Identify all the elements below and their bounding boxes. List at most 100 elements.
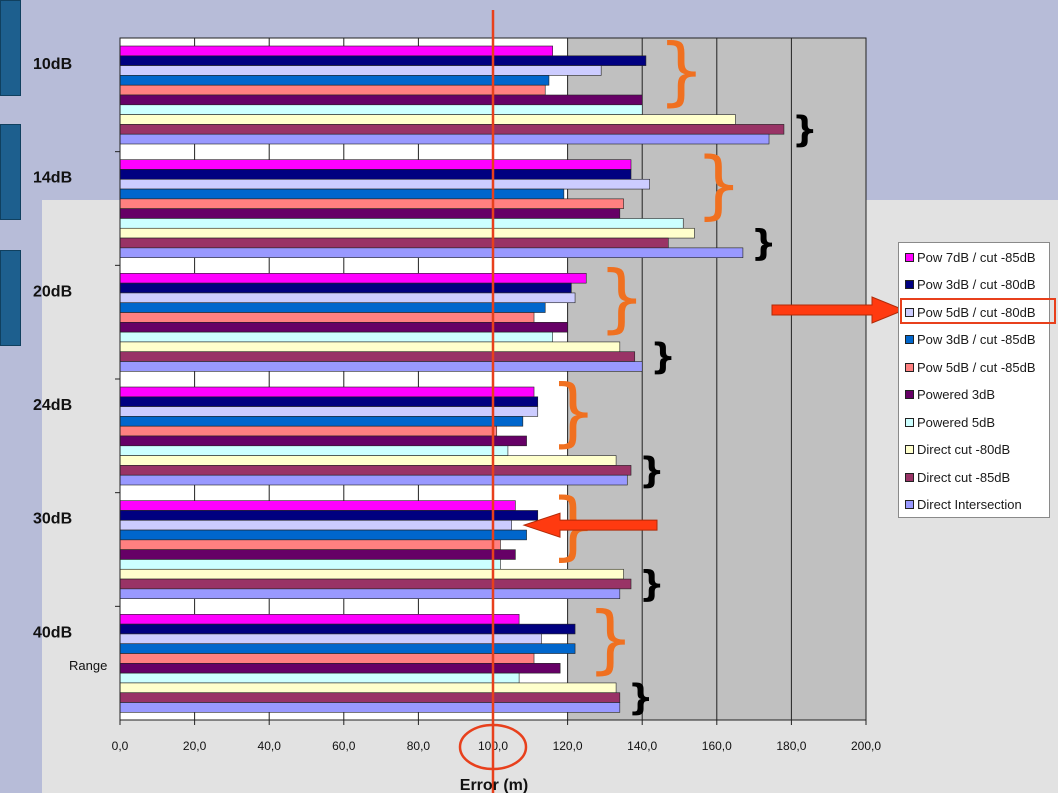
black-brace: } — [639, 450, 665, 491]
slide-tab-1 — [0, 0, 21, 96]
orange-brace: } — [587, 597, 634, 683]
legend-swatch — [905, 445, 914, 454]
bar-pow-3db-cut-80db-24dB — [119, 396, 539, 407]
legend-label: Direct Intersection — [917, 497, 1022, 512]
black-brace: } — [628, 678, 654, 719]
orange-brace: } — [550, 369, 597, 455]
bar-direct-intersection-30dB — [119, 588, 621, 599]
legend-swatch — [905, 362, 914, 372]
bar-pow-3db-cut-85db-10dB — [119, 75, 550, 86]
legend-item: Powered 3dB — [905, 386, 995, 404]
category-label: 14dB — [33, 170, 72, 187]
legend-item: Powered 5dB — [905, 413, 995, 431]
legend-label: Pow 3dB / cut -80dB — [917, 277, 1036, 292]
bar-direct-cut-85db-30dB — [119, 578, 632, 590]
orange-brace: } — [598, 256, 645, 342]
bar-powered-5db-14dB — [119, 218, 684, 229]
bar-pow-3db-cut-80db-30dB — [119, 510, 539, 521]
bar-pow-3db-cut-85db-14dB — [119, 188, 565, 200]
bar-pow-3db-cut-85db-20dB — [119, 302, 546, 313]
bar-direct-cut-85db-20dB — [119, 351, 636, 362]
bar-direct-cut-85db-40dB — [119, 692, 621, 703]
bar-direct-cut-85db-24dB — [119, 465, 632, 476]
legend-label: Direct cut -80dB — [917, 442, 1011, 457]
bar-powered-3db-20dB — [119, 322, 568, 333]
category-label: 20dB — [33, 283, 72, 300]
bar-pow-5db-cut-80db-24dB — [119, 406, 539, 417]
black-brace: } — [751, 223, 777, 264]
bar-direct-cut-80db-30dB — [119, 568, 624, 580]
bar-powered-3db-14dB — [119, 208, 621, 219]
tick-highlight-circle — [458, 723, 528, 771]
bar-powered-5db-20dB — [119, 331, 553, 343]
bar-direct-cut-80db-40dB — [119, 682, 617, 694]
orange-brace: } — [695, 142, 742, 228]
legend-swatch — [905, 307, 914, 317]
legend-item: Pow 3dB / cut -80dB — [905, 276, 1036, 294]
bar-powered-3db-30dB — [119, 549, 516, 560]
y-axis-label: Range — [69, 658, 107, 673]
legend-swatch — [905, 335, 914, 344]
bar-direct-intersection-14dB — [119, 247, 744, 258]
bar-pow-5db-cut-80db-40dB — [119, 633, 542, 645]
legend-item: Pow 3dB / cut -85dB — [905, 331, 1036, 349]
x-tick-label: 140,0 — [627, 739, 657, 753]
x-tick-label: 20,0 — [183, 739, 207, 753]
legend-label: Pow 5dB / cut -80dB — [917, 304, 1036, 320]
bar-pow-3db-cut-80db-10dB — [119, 55, 647, 66]
bar-pow-5db-cut-85db-30dB — [119, 539, 501, 550]
annotations: }}}}}}}}}}}} — [458, 10, 906, 793]
category-label: 40dB — [33, 624, 72, 641]
bar-direct-cut-80db-24dB — [119, 455, 617, 466]
bar-pow-3db-cut-80db-40dB — [119, 623, 576, 635]
legend-label: Powered 3dB — [917, 387, 996, 402]
legend-item: Direct Intersection — [905, 496, 1022, 514]
x-tick-label: 180,0 — [776, 739, 806, 753]
bars — [119, 45, 785, 713]
legend-label: Direct cut -85dB — [917, 469, 1011, 485]
bar-powered-5db-40dB — [119, 672, 520, 684]
bar-powered-5db-24dB — [119, 445, 509, 456]
bar-direct-cut-85db-10dB — [119, 124, 785, 135]
bar-direct-cut-80db-14dB — [119, 227, 695, 239]
legend-item: Direct cut -85dB — [905, 468, 1010, 486]
x-tick-label: 40,0 — [258, 739, 282, 753]
category-label: 30dB — [33, 511, 72, 528]
bar-pow-5db-cut-85db-40dB — [119, 653, 535, 664]
bar-powered-5db-10dB — [119, 104, 643, 115]
bar-powered-3db-24dB — [119, 435, 527, 447]
x-axis-label: Error (m) — [460, 777, 528, 793]
bar-pow-5db-cut-80db-30dB — [119, 519, 512, 531]
bar-pow-5db-cut-85db-20dB — [119, 312, 535, 323]
bar-pow-7db-cut-85db-14dB — [119, 159, 632, 170]
x-tick-label: 200,0 — [851, 739, 881, 753]
legend-label: Pow 5dB / cut -85dB — [917, 359, 1036, 375]
slide-tab-2 — [0, 124, 21, 220]
bar-direct-cut-85db-14dB — [119, 237, 669, 249]
bar-pow-7db-cut-85db-10dB — [119, 45, 553, 57]
legend: Pow 7dB / cut -85dB Pow 3dB / cut -80dB Po… — [898, 242, 1050, 518]
bar-powered-5db-30dB — [119, 559, 501, 570]
bar-direct-intersection-40dB — [119, 702, 621, 713]
bar-powered-3db-10dB — [119, 94, 643, 106]
bar-pow-3db-cut-85db-30dB — [119, 529, 527, 541]
bar-pow-7db-cut-85db-30dB — [119, 500, 516, 511]
bar-pow-7db-cut-85db-20dB — [119, 273, 587, 284]
legend-swatch — [905, 472, 914, 482]
bar-pow-3db-cut-85db-40dB — [119, 643, 576, 654]
legend-swatch — [905, 500, 914, 509]
legend-swatch — [905, 417, 914, 427]
x-tick-label: 80,0 — [407, 739, 431, 753]
bar-direct-cut-80db-10dB — [119, 114, 736, 125]
x-tick-label: 160,0 — [702, 739, 732, 753]
bar-direct-cut-80db-20dB — [119, 341, 621, 353]
x-tick-label: 60,0 — [332, 739, 356, 753]
black-brace: } — [639, 564, 665, 605]
arrow-right — [771, 296, 906, 324]
slide-tab-3 — [0, 250, 21, 346]
legend-highlight-box — [900, 298, 1056, 324]
category-label: 10dB — [33, 56, 72, 73]
legend-item: Direct cut -80dB — [905, 441, 1010, 459]
legend-item: Pow 5dB / cut -85dB — [905, 358, 1036, 376]
black-brace: } — [792, 109, 818, 150]
